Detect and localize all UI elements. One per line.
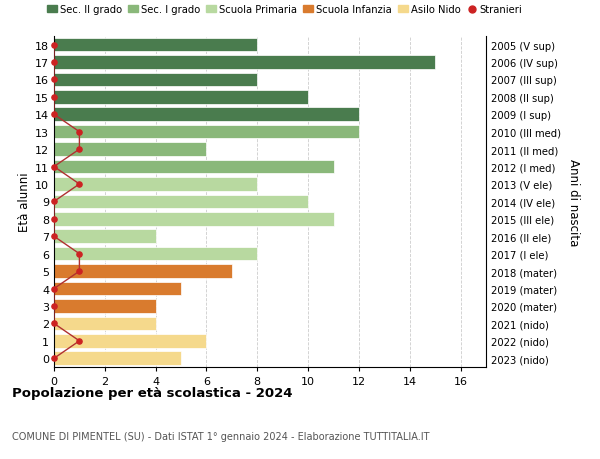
Bar [54,265,232,278]
Bar [54,334,206,348]
Point [74,268,84,275]
Point [74,146,84,153]
Point [74,181,84,188]
Bar [54,213,334,226]
Bar [54,73,257,87]
Y-axis label: Età alunni: Età alunni [18,172,31,232]
Bar [54,317,155,330]
Point [74,251,84,258]
Point [49,112,59,119]
Point [49,285,59,292]
Bar [54,91,308,104]
Bar [54,247,257,261]
Point [49,355,59,362]
Point [74,129,84,136]
Y-axis label: Anni di nascita: Anni di nascita [568,158,580,246]
Bar [54,126,359,139]
Point [49,320,59,327]
Bar [54,352,181,365]
Text: Popolazione per età scolastica - 2024: Popolazione per età scolastica - 2024 [12,386,293,399]
Point [49,59,59,67]
Bar [54,230,155,244]
Bar [54,178,257,191]
Bar [54,56,435,70]
Bar [54,143,206,157]
Point [49,77,59,84]
Legend: Sec. II grado, Sec. I grado, Scuola Primaria, Scuola Infanzia, Asilo Nido, Stran: Sec. II grado, Sec. I grado, Scuola Prim… [47,5,523,15]
Point [74,337,84,345]
Bar [54,282,181,296]
Point [49,233,59,241]
Bar [54,300,155,313]
Point [49,302,59,310]
Bar [54,108,359,122]
Bar [54,160,334,174]
Text: COMUNE DI PIMENTEL (SU) - Dati ISTAT 1° gennaio 2024 - Elaborazione TUTTITALIA.I: COMUNE DI PIMENTEL (SU) - Dati ISTAT 1° … [12,431,430,441]
Point [49,94,59,101]
Point [49,216,59,223]
Bar [54,195,308,209]
Point [49,163,59,171]
Bar [54,39,257,52]
Point [49,42,59,49]
Point [49,198,59,206]
